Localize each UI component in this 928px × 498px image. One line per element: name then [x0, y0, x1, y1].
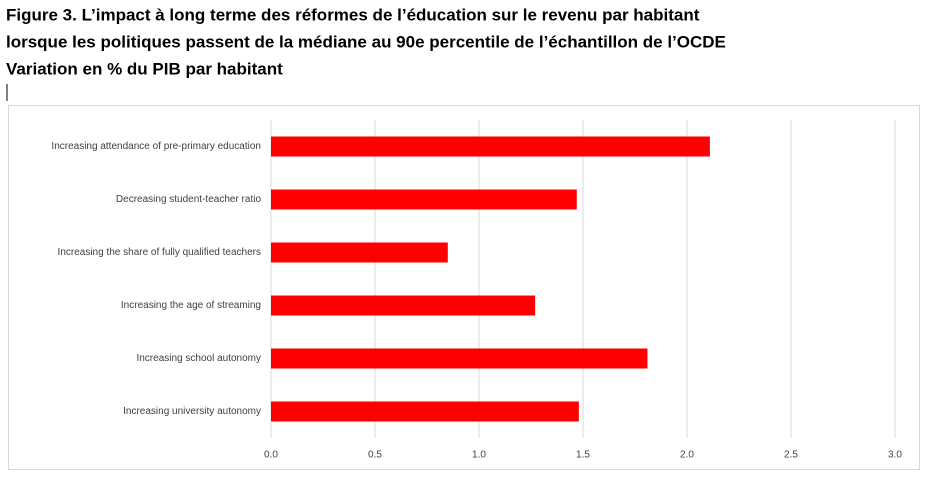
x-tick-label: 2.5 [784, 450, 798, 461]
bar [271, 242, 448, 263]
bar [271, 189, 577, 210]
bar [271, 348, 648, 369]
unit-note: Variation en % du PIB par habitant [6, 59, 283, 78]
y-tick-label: Increasing the age of streaming [121, 300, 261, 311]
plot-frame [8, 105, 920, 470]
x-tick-label: 2.0 [680, 450, 694, 461]
y-tick-label: Increasing school autonomy [136, 353, 261, 364]
chart-title: Figure 3. L’impact à long terme des réfo… [6, 5, 700, 24]
x-tick-label: 0.5 [368, 450, 382, 461]
x-tick-label: 1.5 [576, 450, 590, 461]
bar [271, 295, 536, 316]
x-tick-label: 0.0 [264, 450, 278, 461]
chart-subtitle: lorsque les politiques passent de la méd… [6, 32, 726, 51]
x-tick-label: 3.0 [888, 450, 902, 461]
y-tick-label: Increasing the share of fully qualified … [58, 247, 261, 258]
x-tick-label: 1.0 [472, 450, 486, 461]
y-tick-label: Decreasing student-teacher ratio [116, 194, 262, 205]
y-tick-label: Increasing attendance of pre-primary edu… [51, 141, 261, 152]
y-tick-label: Increasing university autonomy [123, 406, 261, 417]
bar [271, 401, 579, 422]
bar [271, 136, 710, 157]
